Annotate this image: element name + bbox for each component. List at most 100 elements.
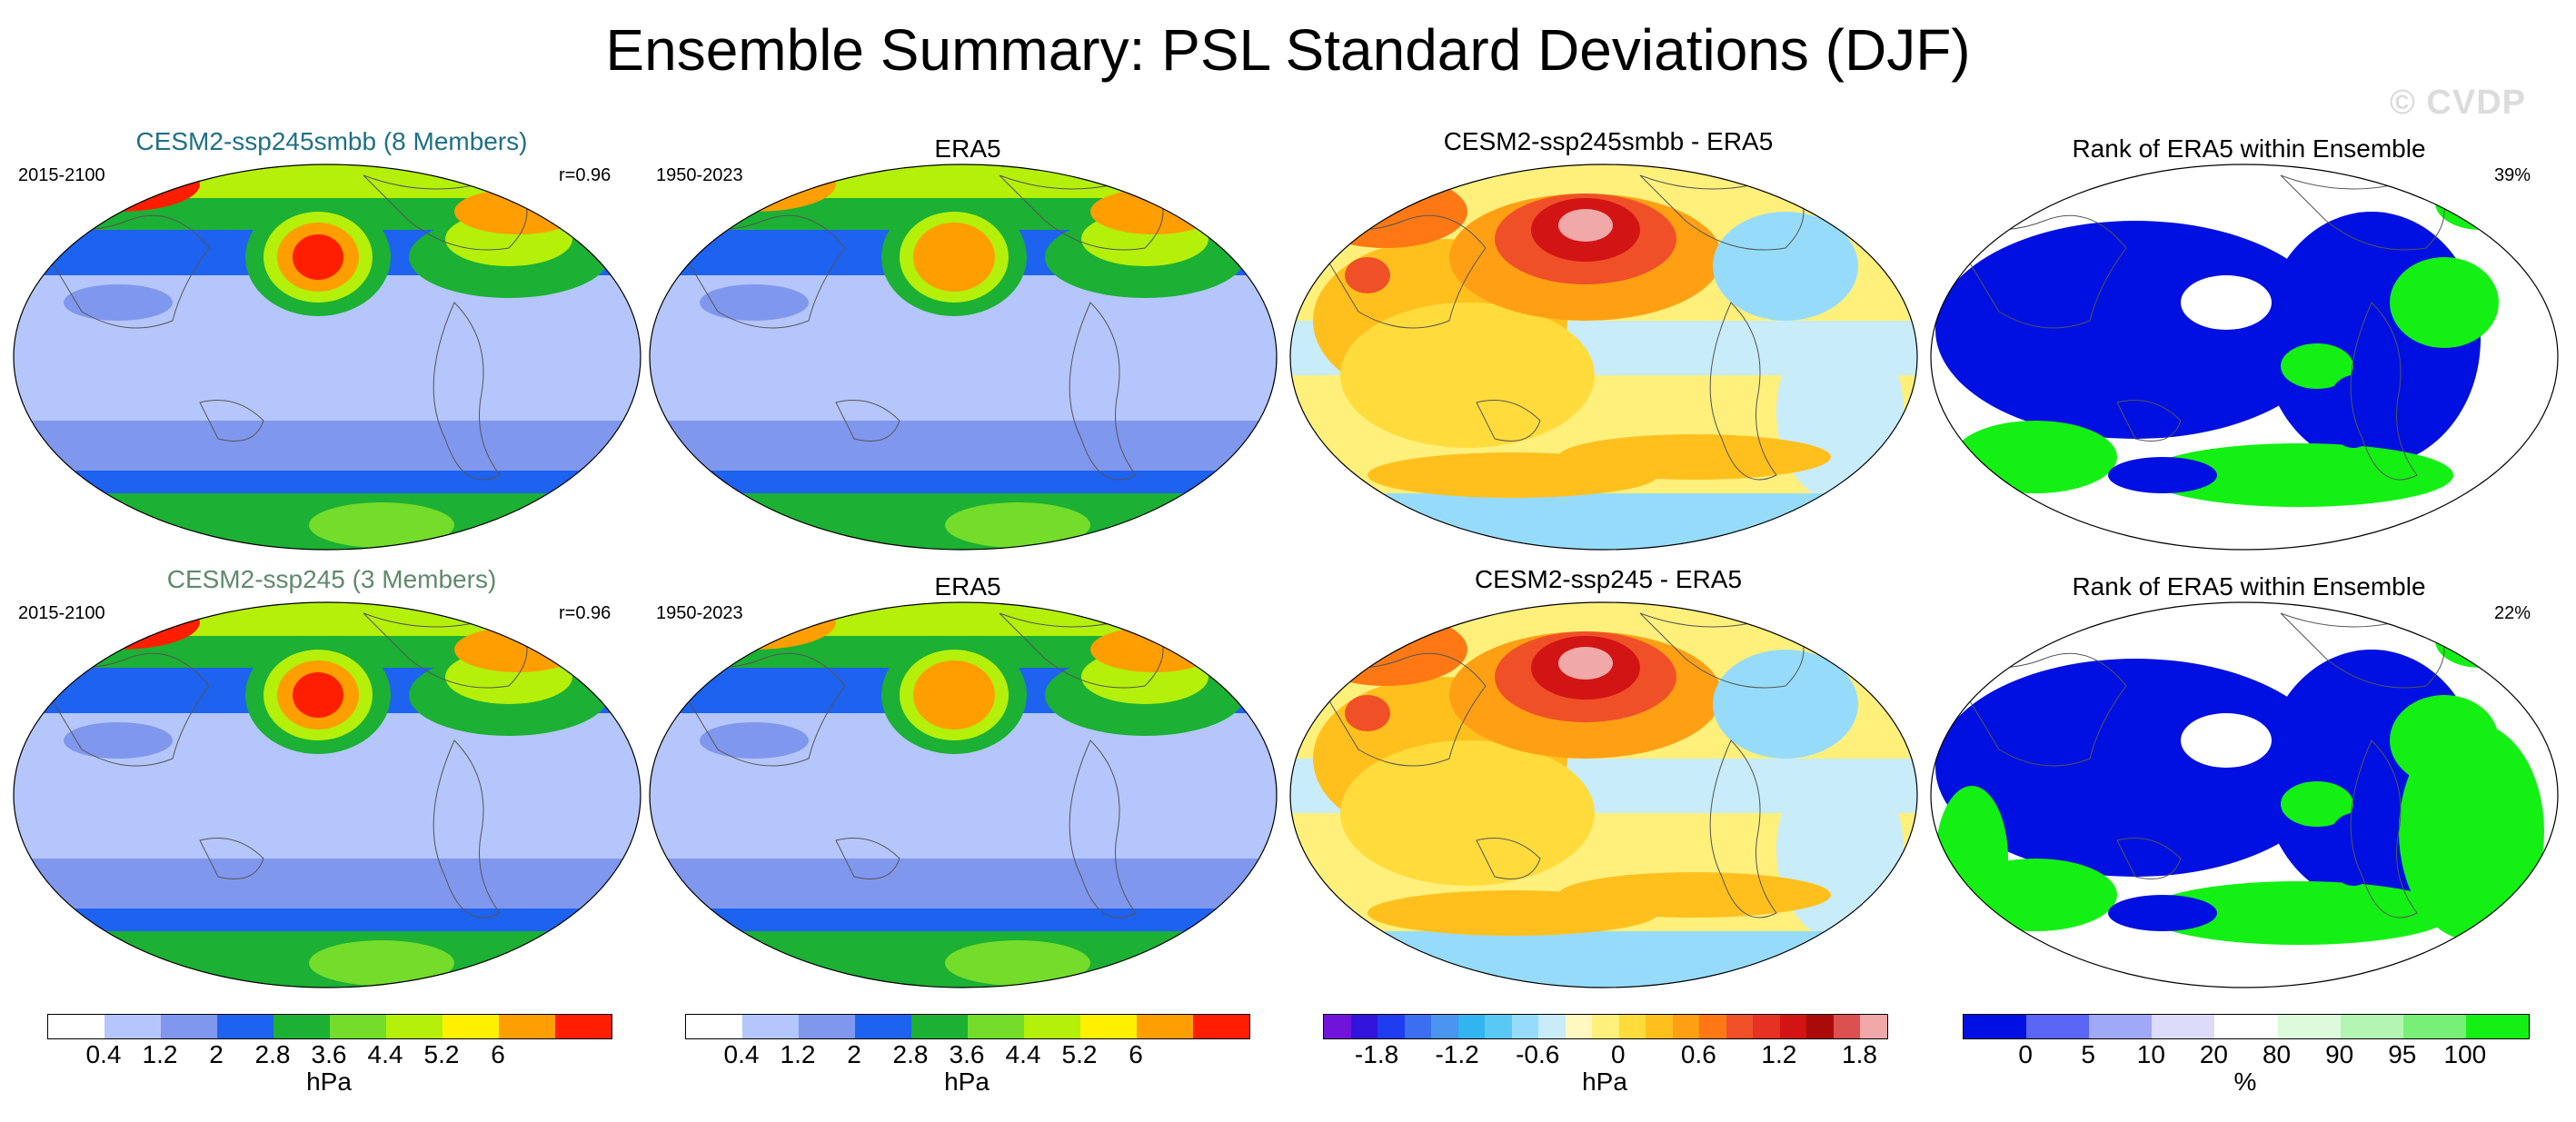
colorbar-swatch (2152, 1015, 2215, 1038)
colorbar-swatch (911, 1015, 968, 1038)
row1-model-period: 2015-2100 (18, 165, 105, 185)
row2-model-map (14, 602, 641, 988)
colorbar-unit: hPa (1582, 1067, 1627, 1096)
colorbar-swatch (686, 1015, 742, 1038)
row1-diff-map-outline (1289, 164, 1918, 551)
row2-rank-map (1931, 602, 2558, 988)
colorbar-tick-label: 5.2 (423, 1040, 460, 1068)
colorbar-swatch (1753, 1015, 1780, 1038)
colorbar-swatch (1833, 1015, 1861, 1038)
row2-obs-period: 1950-2023 (656, 603, 743, 623)
row2-rank-title: Rank of ERA5 within Ensemble (2072, 572, 2426, 601)
colorbar-swatch (1350, 1015, 1378, 1038)
colorbar-swatch (1538, 1015, 1566, 1038)
row1-obs-map-outline (649, 164, 1278, 551)
row2-rank-map-outline (1930, 601, 2559, 988)
colorbar-swatch (2277, 1015, 2341, 1038)
colorbar-swatch (1565, 1015, 1593, 1038)
colorbar-swatch (1431, 1015, 1458, 1038)
row1-obs-title: ERA5 (934, 134, 1001, 163)
colorbar-swatch (2340, 1015, 2403, 1038)
row2-model-title: CESM2-ssp245 (3 Members) (166, 565, 497, 593)
colorbar-swatch (104, 1015, 161, 1038)
colorbar-swatch (1592, 1015, 1619, 1038)
colorbar-swatch (1672, 1015, 1700, 1038)
colorbar-tick-label: 6 (1129, 1040, 1143, 1068)
colorbar-swatch (499, 1015, 555, 1038)
colorbar-swatch (2465, 1015, 2529, 1038)
colorbar-swatch (48, 1015, 104, 1038)
row1-obs-period: 1950-2023 (656, 165, 743, 185)
colorbar-unit: hPa (944, 1067, 990, 1096)
colorbar-tick-label: 1.2 (780, 1040, 816, 1068)
colorbar-swatch (1193, 1015, 1249, 1038)
colorbar-tick-label: 3.6 (311, 1040, 347, 1068)
colorbar-tick-label: 80 (2262, 1040, 2292, 1068)
colorbar-swatch (1964, 1015, 2027, 1038)
colorbar-swatch (1699, 1015, 1726, 1038)
row1-model-title: CESM2-ssp245smbb (8 Members) (135, 127, 528, 155)
colorbar-tick-label: 2.8 (892, 1040, 929, 1068)
colorbar-tick-label: 95 (2388, 1040, 2417, 1068)
colorbar-swatch (555, 1015, 612, 1038)
colorbar-tick-label: 0.6 (1680, 1040, 1716, 1068)
row2-model-r: r=0.96 (559, 603, 612, 623)
cvdp-watermark: © CVDP (2389, 84, 2526, 122)
colorbar-swatch (855, 1015, 911, 1038)
colorbar-swatch (1779, 1015, 1807, 1038)
colorbar-unit: % (2233, 1067, 2257, 1096)
colorbar-swatch (2089, 1015, 2153, 1038)
colorbar-tick-label: 0.4 (85, 1040, 122, 1068)
colorbar-swatch (1511, 1015, 1539, 1038)
sd-colorbar-2 (685, 1014, 1250, 1039)
colorbar-swatch (1378, 1015, 1405, 1038)
colorbar-swatch (2402, 1015, 2466, 1038)
row1-rank-title: Rank of ERA5 within Ensemble (2072, 134, 2426, 163)
colorbar-swatch (330, 1015, 386, 1038)
row2-rank-pct: 22% (2494, 603, 2531, 623)
row2-diff-map-outline (1289, 601, 1918, 988)
colorbar-swatch (968, 1015, 1024, 1038)
row2-model-map-outline (13, 601, 642, 988)
row2-diff-map (1290, 602, 1917, 988)
colorbar-swatch (1404, 1015, 1432, 1038)
colorbar-tick-label: 2 (209, 1040, 224, 1068)
row1-model-r: r=0.96 (559, 165, 612, 185)
colorbar-swatch (1618, 1015, 1646, 1038)
row1-rank-map-outline (1930, 164, 2559, 551)
colorbar-swatch (1806, 1015, 1834, 1038)
colorbar-swatch (1137, 1015, 1193, 1038)
colorbar-swatch (2214, 1015, 2278, 1038)
row1-diff-title: CESM2-ssp245smbb - ERA5 (1443, 127, 1774, 155)
colorbar-swatch (1485, 1015, 1512, 1038)
colorbar-tick-label: 5 (2081, 1040, 2096, 1068)
colorbar-tick-label: 1.2 (1761, 1040, 1797, 1068)
row1-rank-pct: 39% (2494, 165, 2531, 185)
colorbar-tick-label: 10 (2136, 1040, 2165, 1068)
colorbar-swatch (742, 1015, 799, 1038)
row2-obs-title: ERA5 (934, 572, 1001, 601)
colorbar-unit: hPa (306, 1067, 352, 1096)
colorbar-tick-label: -0.6 (1516, 1040, 1560, 1068)
colorbar-tick-label: 100 (2443, 1040, 2487, 1068)
colorbar-swatch (443, 1015, 499, 1038)
colorbar-tick-label: -1.2 (1435, 1040, 1479, 1068)
colorbar-tick-label: 5.2 (1061, 1040, 1098, 1068)
colorbar-tick-label: 6 (491, 1040, 505, 1068)
colorbar-tick-label: 3.6 (949, 1040, 985, 1068)
colorbar-tick-label: 20 (2199, 1040, 2229, 1068)
colorbar-swatch (161, 1015, 217, 1038)
colorbar-swatch (1726, 1015, 1754, 1038)
colorbar-tick-label: 90 (2325, 1040, 2354, 1068)
colorbar-tick-label: -1.8 (1354, 1040, 1399, 1068)
colorbar-swatch (217, 1015, 274, 1038)
colorbar-swatch (1646, 1015, 1673, 1038)
colorbar-swatch (2026, 1015, 2090, 1038)
sd-colorbar-1 (47, 1014, 612, 1039)
colorbar-tick-label: 0.4 (723, 1040, 760, 1068)
colorbar-tick-label: 1.8 (1842, 1040, 1877, 1068)
diff-colorbar (1323, 1014, 1888, 1039)
colorbar-tick-label: 2 (847, 1040, 861, 1068)
colorbar-swatch (1024, 1015, 1080, 1038)
